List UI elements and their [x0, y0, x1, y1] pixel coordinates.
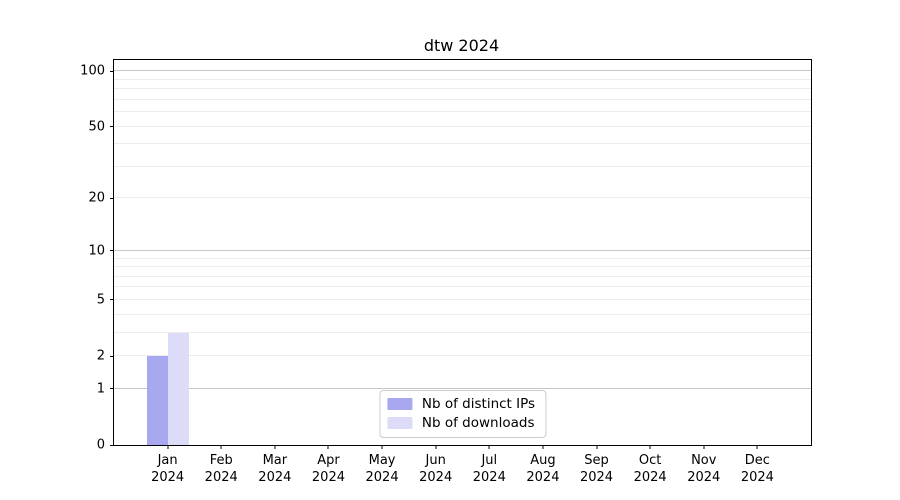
x-tick-apr — [327, 445, 329, 449]
gridline-minor-8 — [114, 266, 811, 268]
y-tick-label-0: 0 — [96, 437, 105, 453]
x-tick-label-aug: Aug 2024 — [526, 453, 560, 485]
gridline-minor-2 — [114, 355, 811, 357]
gridline-major-10 — [114, 249, 811, 251]
legend: Nb of distinct IPs Nb of downloads — [378, 390, 547, 438]
chart-title: dtw 2024 — [423, 36, 500, 55]
bar-downloads-jan — [167, 332, 189, 445]
x-tick-jan — [167, 445, 169, 449]
gridline-major-100 — [114, 70, 811, 72]
x-tick-oct — [649, 445, 651, 449]
gridline-minor-50 — [114, 125, 811, 127]
legend-item-downloads: Nb of downloads — [386, 415, 535, 431]
y-tick-10 — [110, 250, 114, 252]
y-tick-label-2: 2 — [96, 348, 105, 364]
x-tick-dec — [756, 445, 758, 449]
x-tick-label-jun: Jun 2024 — [419, 453, 453, 485]
y-tick-label-20: 20 — [88, 190, 105, 206]
x-tick-aug — [542, 445, 544, 449]
gridline-minor-90 — [114, 78, 811, 80]
x-tick-jul — [488, 445, 490, 449]
plot-area: Nb of distinct IPs Nb of downloads 0 1 2 5 1… — [80, 59, 812, 485]
y-tick-100 — [110, 70, 114, 72]
gridline-minor-4 — [114, 313, 811, 315]
y-tick-0 — [110, 444, 114, 446]
x-tick-label-dec: Dec 2024 — [740, 453, 774, 485]
x-tick-label-nov: Nov 2024 — [687, 453, 721, 485]
y-tick-5 — [110, 299, 114, 301]
y-tick-label-1: 1 — [96, 381, 105, 397]
gridline-minor-20 — [114, 197, 811, 199]
x-tick-label-oct: Oct 2024 — [633, 453, 667, 485]
legend-item-distinct-ips: Nb of distinct IPs — [386, 396, 536, 412]
gridline-minor-5 — [114, 298, 811, 300]
x-tick-label-mar: Mar 2024 — [258, 453, 292, 485]
gridline-minor-7 — [114, 275, 811, 277]
x-tick-label-jul: Jul 2024 — [472, 453, 506, 485]
gridline-minor-80 — [114, 88, 811, 90]
gridline-minor-3 — [114, 331, 811, 333]
y-tick-label-100: 100 — [80, 63, 105, 79]
legend-label-downloads: Nb of downloads — [421, 415, 535, 431]
gridline-minor-70 — [114, 98, 811, 100]
x-tick-feb — [220, 445, 222, 449]
legend-swatch-distinct-ips — [386, 398, 412, 410]
y-tick-label-10: 10 — [88, 243, 105, 259]
x-tick-label-apr: Apr 2024 — [311, 453, 345, 485]
x-tick-mar — [274, 445, 276, 449]
legend-label-distinct-ips: Nb of distinct IPs — [421, 396, 536, 412]
y-tick-50 — [110, 126, 114, 128]
gridline-minor-30 — [114, 165, 811, 167]
y-tick-label-5: 5 — [96, 292, 105, 308]
x-tick-may — [381, 445, 383, 449]
gridline-major-1 — [114, 387, 811, 389]
gridline-minor-9 — [114, 257, 811, 259]
x-tick-label-may: May 2024 — [365, 453, 399, 485]
gridline-minor-60 — [114, 111, 811, 113]
bar-distinct-ips-jan — [146, 356, 168, 445]
x-tick-sep — [596, 445, 598, 449]
x-tick-jun — [435, 445, 437, 449]
x-tick-label-sep: Sep 2024 — [579, 453, 614, 485]
gridline-minor-40 — [114, 143, 811, 145]
x-tick-nov — [703, 445, 705, 449]
y-tick-2 — [110, 355, 114, 357]
y-tick-20 — [110, 197, 114, 199]
x-tick-label-feb: Feb 2024 — [204, 453, 238, 485]
x-tick-label-jan: Jan 2024 — [151, 453, 185, 485]
gridline-minor-6 — [114, 286, 811, 288]
y-tick-label-50: 50 — [88, 119, 105, 135]
legend-swatch-downloads — [386, 417, 412, 429]
y-tick-1 — [110, 388, 114, 390]
